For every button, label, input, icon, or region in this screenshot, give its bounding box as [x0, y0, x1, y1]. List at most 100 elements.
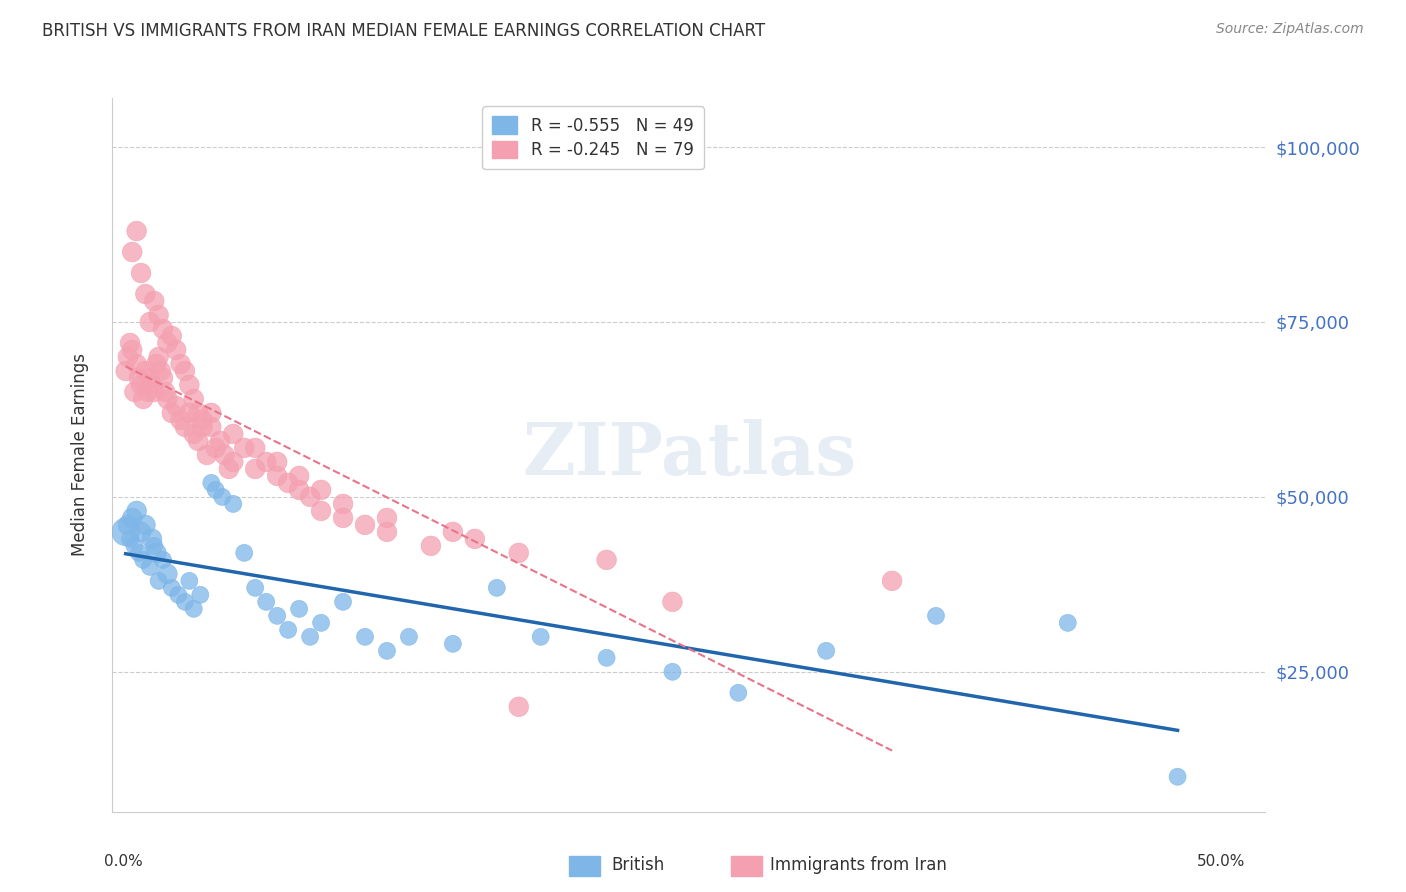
Point — [134, 364, 156, 378]
Point — [121, 245, 143, 260]
Point — [332, 595, 354, 609]
Point — [143, 384, 166, 399]
Point — [595, 553, 617, 567]
Point — [118, 532, 141, 546]
Text: BRITISH VS IMMIGRANTS FROM IRAN MEDIAN FEMALE EARNINGS CORRELATION CHART: BRITISH VS IMMIGRANTS FROM IRAN MEDIAN F… — [42, 22, 765, 40]
Point — [277, 623, 299, 637]
Point — [167, 588, 190, 602]
Point — [139, 559, 162, 574]
Point — [204, 441, 226, 455]
Text: 50.0%: 50.0% — [1198, 854, 1246, 869]
Point — [508, 546, 530, 560]
Point — [174, 420, 197, 434]
Point — [218, 462, 240, 476]
Point — [183, 426, 205, 441]
Point — [195, 448, 218, 462]
Point — [375, 511, 398, 525]
Point — [132, 553, 155, 567]
Point — [277, 475, 299, 490]
Point — [191, 420, 214, 434]
Point — [204, 483, 226, 497]
Point — [124, 384, 146, 399]
Point — [288, 469, 311, 483]
Point — [118, 336, 141, 351]
Point — [464, 532, 486, 546]
Legend: R = -0.555   N = 49, R = -0.245   N = 79: R = -0.555 N = 49, R = -0.245 N = 79 — [482, 106, 703, 169]
Text: Immigrants from Iran: Immigrants from Iran — [770, 856, 948, 874]
Text: Source: ZipAtlas.com: Source: ZipAtlas.com — [1216, 22, 1364, 37]
Point — [419, 539, 441, 553]
Point — [188, 588, 211, 602]
Point — [332, 511, 354, 525]
Point — [125, 224, 148, 238]
Point — [136, 384, 159, 399]
Point — [661, 665, 683, 679]
Point — [114, 524, 136, 539]
Point — [165, 343, 187, 357]
Point — [309, 483, 332, 497]
Point — [200, 406, 222, 420]
Point — [139, 371, 162, 385]
Point — [727, 686, 749, 700]
Point — [299, 490, 322, 504]
Y-axis label: Median Female Earnings: Median Female Earnings — [70, 353, 89, 557]
Text: 0.0%: 0.0% — [104, 854, 143, 869]
Point — [266, 608, 288, 623]
Point — [288, 602, 311, 616]
Point — [169, 413, 191, 427]
Point — [114, 364, 136, 378]
Point — [139, 315, 162, 329]
Point — [375, 644, 398, 658]
Point — [174, 595, 197, 609]
Point — [354, 517, 377, 532]
Point — [508, 699, 530, 714]
Point — [288, 483, 311, 497]
Point — [156, 336, 179, 351]
Point — [129, 524, 152, 539]
Point — [165, 399, 187, 413]
Point — [222, 455, 245, 469]
Point — [124, 539, 146, 553]
Point — [129, 266, 152, 280]
Point — [209, 434, 232, 448]
Point — [530, 630, 553, 644]
Point — [1056, 615, 1078, 630]
Point — [148, 308, 170, 322]
Point — [187, 434, 209, 448]
Point — [245, 462, 267, 476]
Point — [132, 392, 155, 406]
Point — [200, 420, 222, 434]
Point — [160, 581, 183, 595]
Point — [441, 524, 464, 539]
Point — [299, 630, 322, 644]
Point — [143, 293, 166, 308]
Point — [153, 384, 176, 399]
Point — [661, 595, 683, 609]
Point — [880, 574, 903, 588]
Point — [309, 615, 332, 630]
Point — [121, 511, 143, 525]
Point — [145, 546, 167, 560]
Point — [309, 504, 332, 518]
Point — [179, 378, 201, 392]
Point — [254, 455, 277, 469]
Point — [148, 574, 170, 588]
Point — [125, 357, 148, 371]
Point — [145, 357, 167, 371]
Point — [925, 608, 948, 623]
Point — [233, 546, 256, 560]
Point — [222, 426, 245, 441]
Point — [200, 475, 222, 490]
Point — [141, 378, 163, 392]
Point — [375, 524, 398, 539]
Point — [187, 406, 209, 420]
Point — [485, 581, 508, 595]
Point — [222, 497, 245, 511]
Point — [179, 406, 201, 420]
Point — [179, 574, 201, 588]
Point — [441, 637, 464, 651]
Point — [117, 517, 139, 532]
Point — [266, 455, 288, 469]
Point — [152, 371, 174, 385]
Point — [332, 497, 354, 511]
